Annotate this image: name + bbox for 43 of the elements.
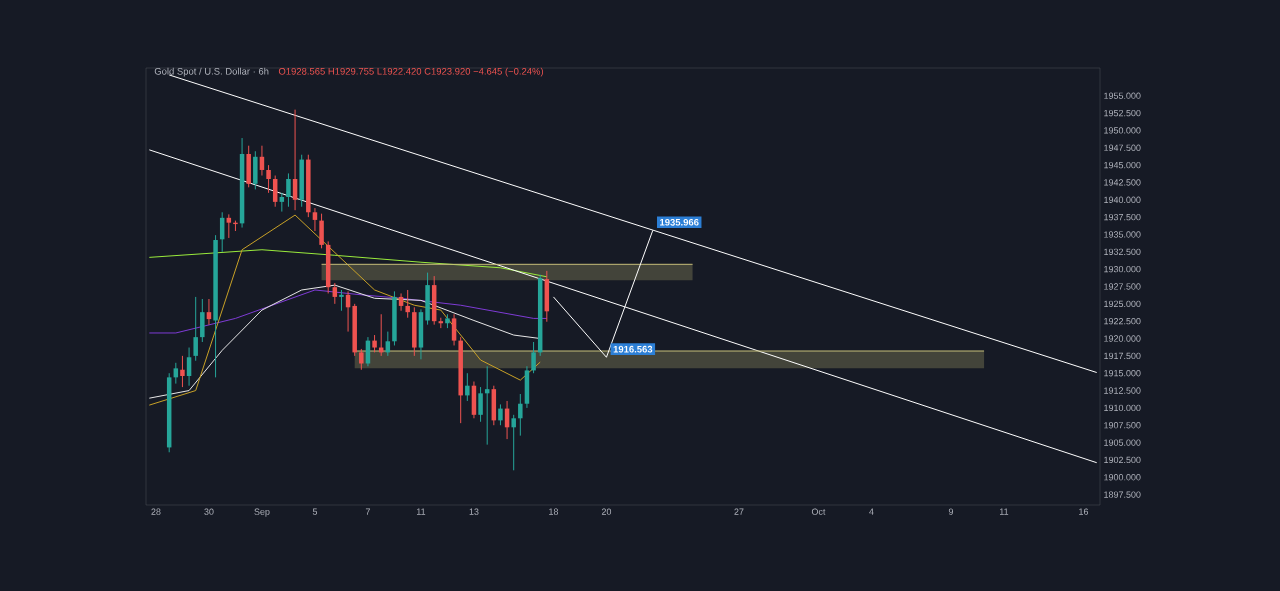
y-tick-label: 1930.000 [1104, 265, 1141, 273]
x-tick-label: 4 [869, 508, 874, 515]
y-tick-label: 1907.500 [1104, 422, 1141, 429]
x-tick-label: 18 [549, 508, 559, 515]
y-tick-label: 1915.000 [1104, 370, 1141, 377]
y-tick-label: 1937.500 [1104, 213, 1141, 221]
annotation: 1935.966 [660, 218, 699, 226]
y-tick-label: 1942.500 [1104, 179, 1141, 186]
y-tick-label: 1932.500 [1104, 248, 1141, 255]
x-tick-label: 11 [999, 508, 1009, 515]
y-tick-label: 1940.000 [1104, 196, 1141, 203]
x-tick-label: 11 [416, 508, 426, 515]
x-tick-label: 16 [1079, 508, 1089, 515]
x-tick-label: 9 [948, 508, 954, 515]
x-tick-label: 30 [204, 508, 214, 515]
x-tick-label: Sep [254, 508, 270, 517]
y-tick-label: 1897.500 [1104, 491, 1141, 498]
x-tick-label: 27 [734, 508, 744, 515]
x-tick-label: 7 [365, 508, 370, 515]
y-tick-label: 1935.000 [1104, 231, 1141, 238]
y-tick-label: 1952.500 [1104, 109, 1141, 117]
y-tick-label: 1955.000 [1104, 92, 1141, 99]
y-tick-label: 1920.000 [1104, 335, 1141, 342]
y-tick-label: 1947.500 [1104, 144, 1141, 151]
x-tick-label: 5 [312, 508, 318, 515]
x-tick-label: 13 [469, 508, 479, 515]
x-tick-label: 28 [151, 508, 161, 515]
y-tick-label: 1927.500 [1104, 283, 1141, 290]
chart-title: Gold Spot / U.S. Dollar · 6h [154, 67, 269, 77]
x-tick-label: Oct [811, 508, 826, 515]
x-tick-label: 20 [601, 508, 612, 515]
y-tick-label: 1900.000 [1104, 474, 1141, 481]
y-tick-label: 1925.000 [1104, 300, 1141, 308]
y-tick-label: 1910.000 [1104, 404, 1141, 412]
y-tick-label: 1922.500 [1104, 318, 1141, 325]
y-tick-label: 1950.000 [1104, 127, 1141, 134]
y-tick-label: 1902.500 [1104, 456, 1141, 464]
y-tick-label: 1905.000 [1104, 439, 1141, 446]
y-tick-label: 1945.000 [1104, 161, 1141, 169]
y-tick-label: 1912.500 [1104, 387, 1141, 394]
y-tick-label: 1917.500 [1104, 352, 1141, 360]
chart-subtitle: O1928.565 H1929.755 L1922.420 C1923.920 −4.645 (−0.24%) [278, 67, 544, 77]
annotation: 1916.563 [613, 345, 653, 353]
